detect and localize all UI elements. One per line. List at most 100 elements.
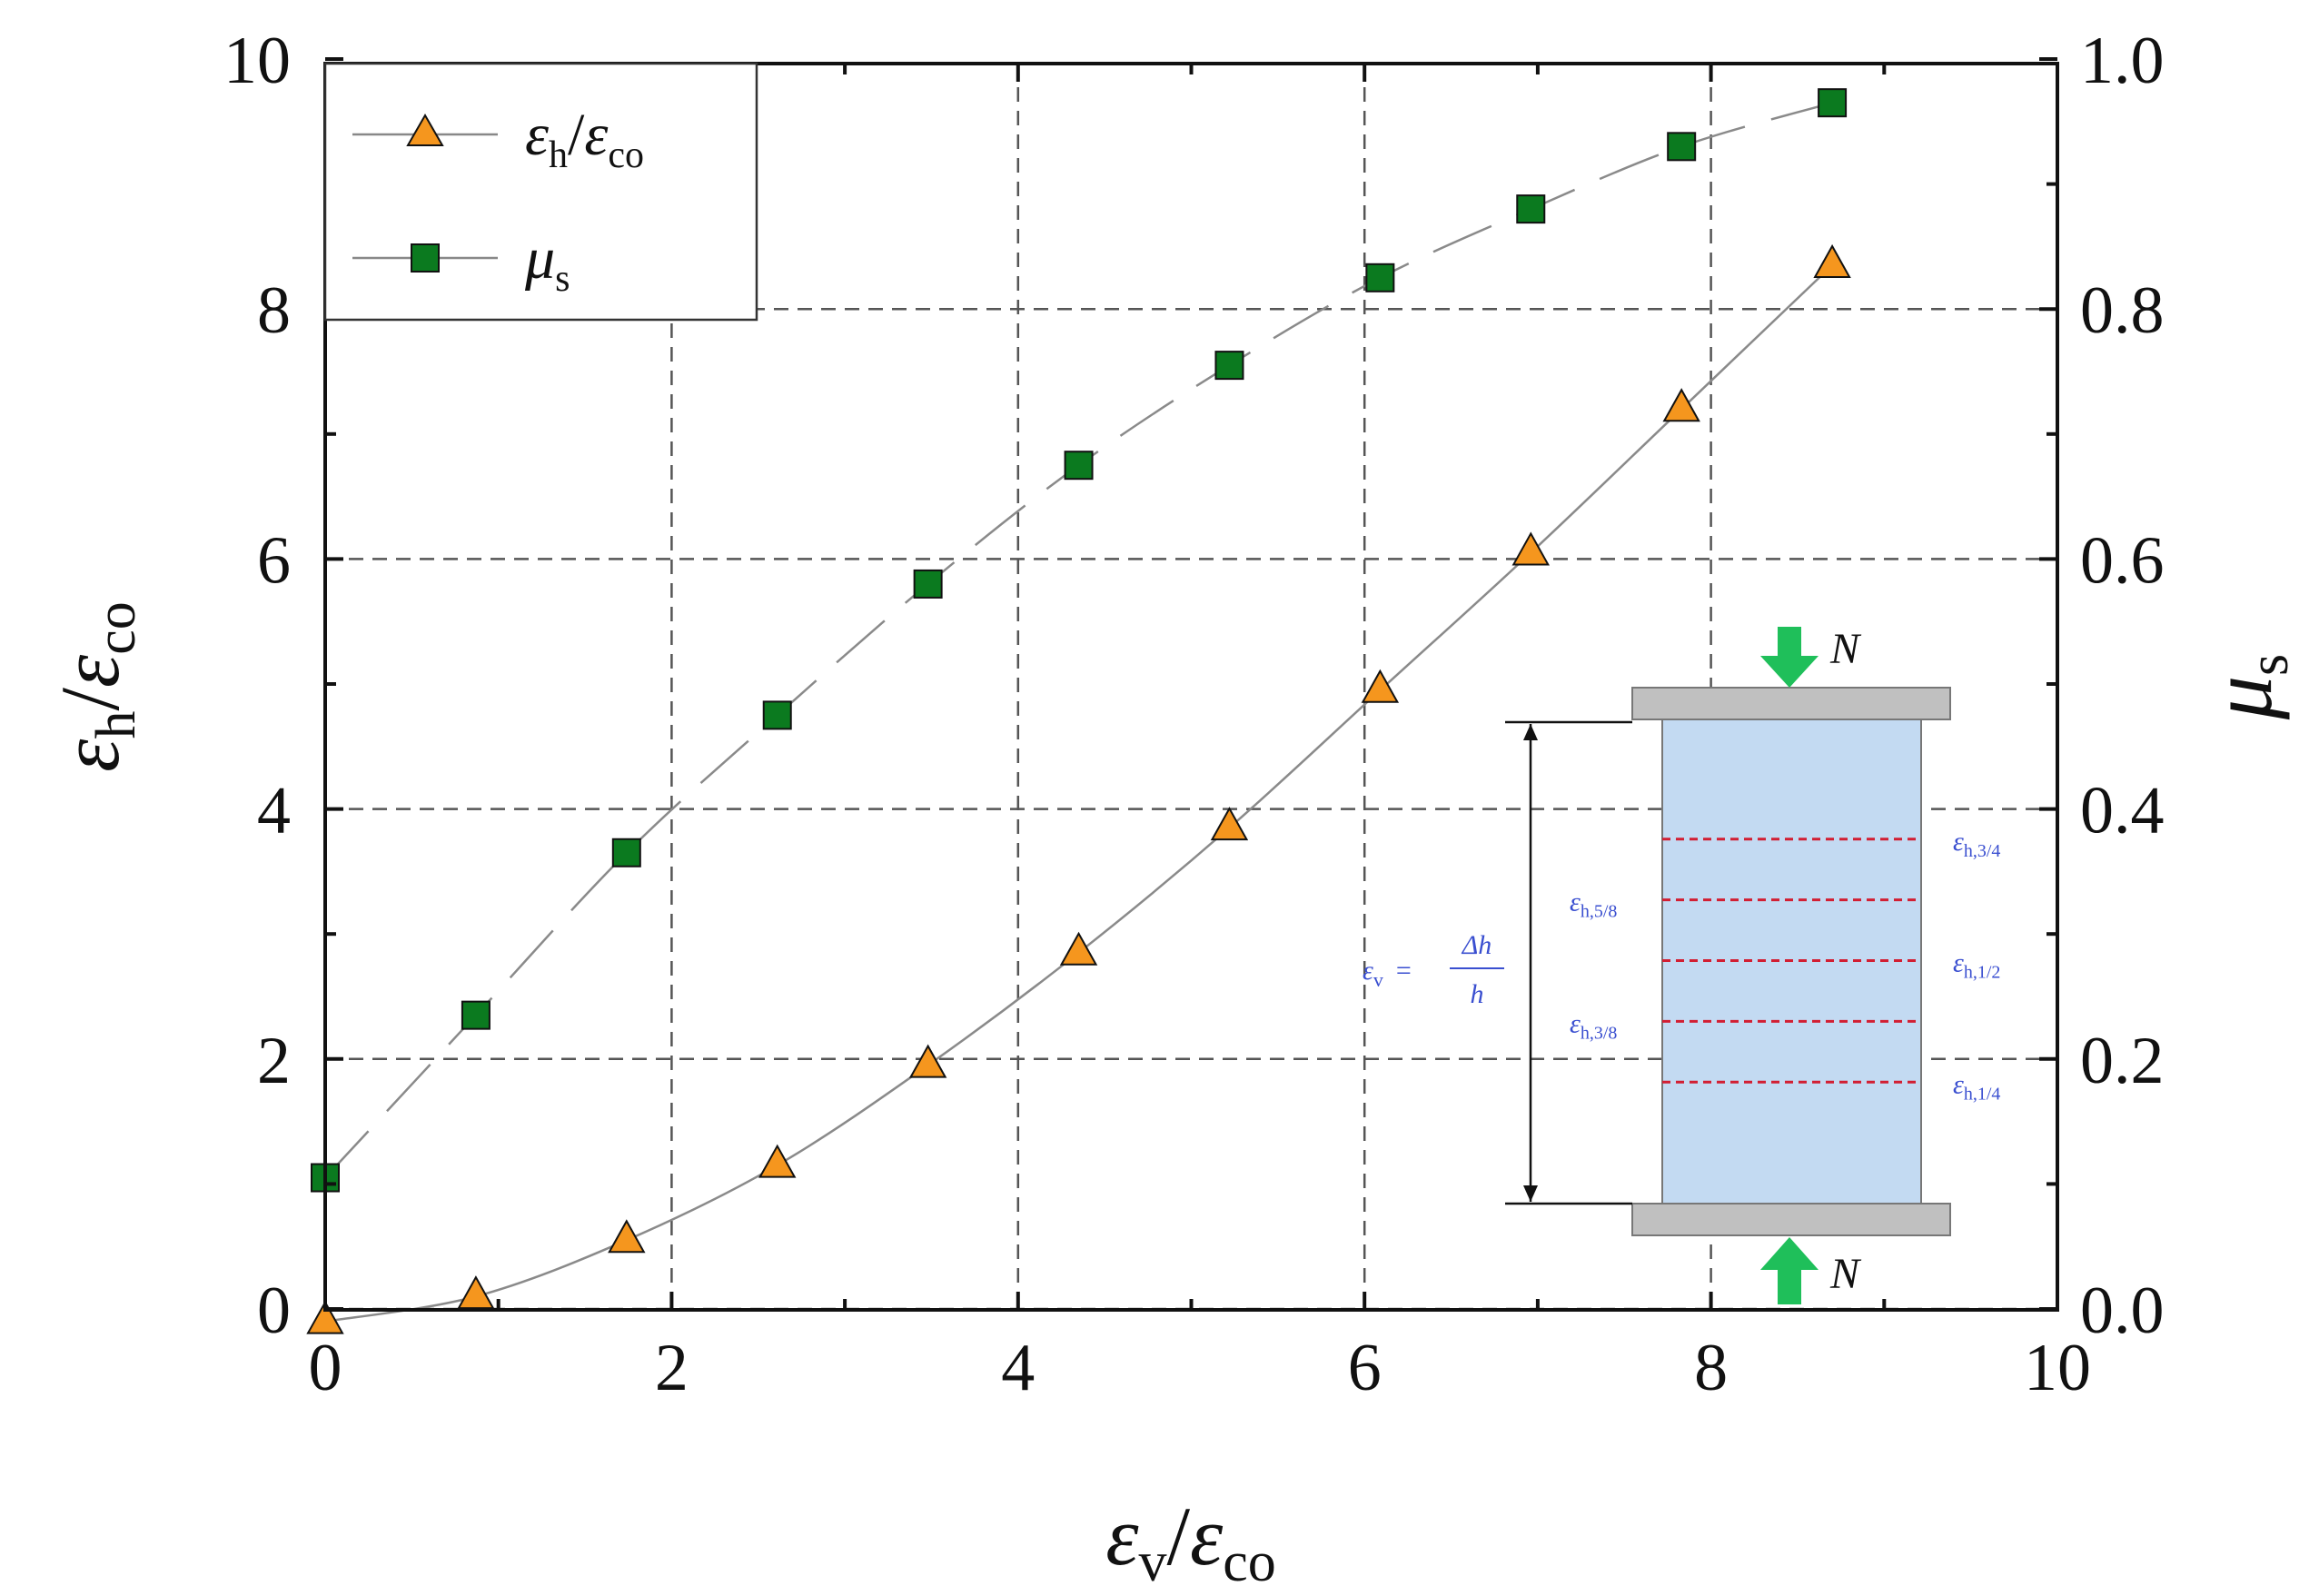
y2-axis-title-main: μ xyxy=(2193,676,2290,720)
formula-lhs-main: ε xyxy=(1363,956,1373,986)
data-point-mus xyxy=(1516,194,1546,224)
y2-tick-label: 0.8 xyxy=(2080,273,2165,348)
y-axis-title-main: ε xyxy=(44,739,136,772)
y2-tick-label: 0.4 xyxy=(2080,774,2165,848)
series-curve-eh xyxy=(324,264,1833,1323)
y2-tick-label: 0.6 xyxy=(2080,523,2165,598)
legend-box xyxy=(323,62,758,322)
data-point-mus xyxy=(762,700,792,730)
data-point-mus xyxy=(1064,451,1094,481)
data-point-eh xyxy=(608,1219,646,1254)
y2-tick-label: 1.0 xyxy=(2080,24,2165,98)
y2-axis-title: μs xyxy=(2193,654,2300,720)
legend-mus-main: μ xyxy=(524,225,555,292)
legend-label-mus: μs xyxy=(524,225,570,300)
data-point-eh xyxy=(908,1044,947,1078)
data-point-eh xyxy=(1059,931,1098,966)
legend-marker-square xyxy=(411,243,440,273)
dimension-arrow-down xyxy=(1523,1185,1538,1202)
data-point-mus xyxy=(1214,351,1244,381)
data-point-mus xyxy=(1818,88,1848,118)
y-axis-title-sub: h xyxy=(85,711,147,739)
strain-label-sub: h,3/4 xyxy=(1964,841,2001,861)
y2-tick-label: 0.2 xyxy=(2080,1024,2165,1098)
x-axis-title-main: ε xyxy=(1105,1490,1139,1582)
data-point-eh xyxy=(1210,807,1249,841)
x-tick-label: 4 xyxy=(1001,1331,1035,1405)
load-arrow-top xyxy=(1760,627,1819,688)
legend-eh-sub2: co xyxy=(608,134,644,176)
formula-denominator: h xyxy=(1471,979,1484,1009)
load-label-bottom: N xyxy=(1829,1250,1862,1298)
bottom-plate xyxy=(1631,1203,1951,1236)
strain-label-main: ε xyxy=(1953,948,1964,978)
x-axis-title-sub2: co xyxy=(1223,1532,1276,1593)
y-tick-label: 10 xyxy=(223,24,291,98)
dimension-arrow-up xyxy=(1523,724,1538,740)
data-point-eh xyxy=(1662,388,1700,422)
data-markers xyxy=(306,88,1851,1334)
legend: εh/εco μs xyxy=(323,62,758,322)
strain-label: εh,1/2 xyxy=(1953,948,2000,983)
x-axis-title-sub: v xyxy=(1138,1532,1166,1593)
data-point-mus xyxy=(461,1000,491,1030)
x-tick-label: 10 xyxy=(2024,1331,2091,1405)
y-axis-title: εh/εco xyxy=(44,601,147,772)
formula-numerator: Δh xyxy=(1462,930,1492,960)
strain-label-sub: h,1/2 xyxy=(1964,963,2001,983)
strain-label-main: ε xyxy=(1953,1069,1964,1099)
strain-label-main: ε xyxy=(1570,887,1581,917)
vertical-strain-formula: εv = Δh h xyxy=(1363,930,1504,1009)
x-tick-label: 0 xyxy=(309,1331,342,1405)
strain-label: εh,3/4 xyxy=(1953,827,2000,861)
data-point-mus xyxy=(1667,132,1697,162)
strain-label-sub: h,3/8 xyxy=(1581,1023,1618,1043)
legend-eh-main: ε xyxy=(525,102,549,168)
data-point-eh xyxy=(1511,531,1550,566)
load-label-top: N xyxy=(1829,625,1862,673)
y-tick-label: 8 xyxy=(257,273,291,348)
y-axis-title-main2: ε xyxy=(44,654,136,688)
load-arrow-bottom xyxy=(1760,1237,1819,1304)
strain-label: εh,3/8 xyxy=(1570,1008,1617,1043)
x-axis-title-main2: ε xyxy=(1190,1490,1224,1582)
legend-mus-sub: s xyxy=(555,258,570,300)
data-point-eh xyxy=(306,1300,344,1334)
strain-label-main: ε xyxy=(1570,1008,1581,1038)
x-tick-label: 8 xyxy=(1694,1331,1728,1405)
strain-label-sub: h,5/8 xyxy=(1581,902,1618,922)
y2-axis-title-sub: s xyxy=(2238,654,2300,676)
data-point-eh xyxy=(1813,243,1851,278)
legend-eh-main2: ε xyxy=(584,102,608,168)
legend-eh-sub: h xyxy=(549,134,568,176)
strain-label: εh,5/8 xyxy=(1570,887,1617,922)
formula-lhs: εv = xyxy=(1363,956,1412,991)
data-point-mus xyxy=(1365,263,1395,292)
strain-label-main: ε xyxy=(1953,827,1964,857)
x-tick-label: 2 xyxy=(655,1331,689,1405)
data-point-mus xyxy=(611,838,641,867)
strain-lines: εh,3/4εh,5/8εh,1/2εh,3/8εh,1/4 xyxy=(1570,827,2000,1105)
strain-label-sub: h,1/4 xyxy=(1964,1084,2001,1104)
strain-label: εh,1/4 xyxy=(1953,1069,2000,1104)
top-plate xyxy=(1631,687,1951,720)
curves xyxy=(324,101,1833,1323)
y-tick-label: 0 xyxy=(257,1274,291,1348)
data-point-eh xyxy=(1361,669,1400,703)
legend-label-eh: εh/εco xyxy=(525,102,644,176)
data-point-eh xyxy=(758,1144,797,1178)
inset-schematic: N N εh,3/4εh,5/8εh,1/2εh,3/8εh,1/4 εv = Δ… xyxy=(1363,625,2000,1304)
legend-marker-triangle xyxy=(406,113,444,146)
axis-ticks xyxy=(323,57,2059,1311)
y-tick-label: 4 xyxy=(257,774,291,848)
x-tick-label: 6 xyxy=(1348,1331,1382,1405)
y-axis-title-sub2: co xyxy=(85,601,147,655)
y-tick-label: 6 xyxy=(257,523,291,598)
series-curve-mus xyxy=(324,101,1833,1179)
formula-lhs-sub: v xyxy=(1373,968,1383,991)
y2-tick-label: 0.0 xyxy=(2080,1274,2165,1348)
x-axis-title-sep: / xyxy=(1166,1490,1190,1582)
legend-eh-sep: / xyxy=(568,102,585,168)
